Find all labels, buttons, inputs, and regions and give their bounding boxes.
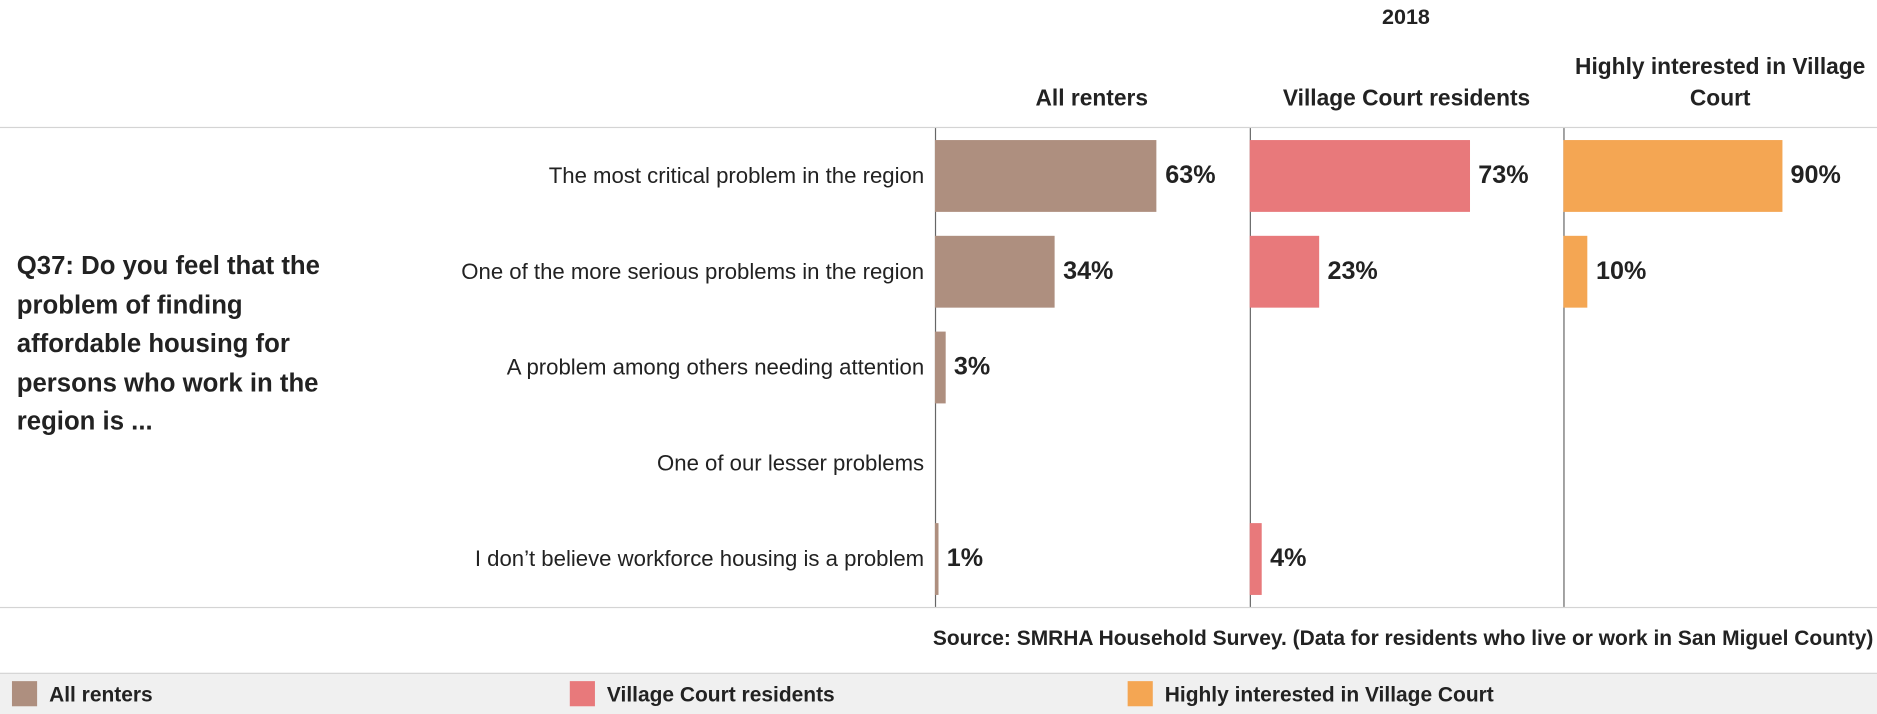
super-title: 2018 (1381, 4, 1430, 29)
bar (1563, 235, 1588, 308)
source: Source: SMRHA Household Survey. (Data fo… (932, 626, 1874, 651)
legend-swatch (11, 681, 38, 707)
bar (934, 523, 939, 595)
panel-header: All renters (1035, 86, 1148, 112)
top-rule (0, 126, 1877, 129)
value-label: 3% (953, 353, 991, 381)
value-label: 73% (1478, 161, 1529, 190)
question: Q37: Do you feel that the problem of fin… (16, 251, 320, 436)
bar (1249, 140, 1470, 212)
value-label: 34% (1063, 257, 1114, 285)
bar (934, 140, 1157, 212)
value-label: 10% (1596, 257, 1647, 285)
value-label: 63% (1165, 161, 1216, 190)
legend-label: Village Court residents (606, 682, 835, 707)
row-label: The most critical problem in the region (548, 162, 925, 188)
bar (934, 331, 946, 404)
bar (1249, 235, 1320, 308)
legend-swatch (569, 681, 595, 707)
panel-header: Highly interested in Village Court (1575, 55, 1866, 112)
row-label: One of our lesser problems (657, 450, 925, 476)
row-label: A problem among others needing attention (506, 354, 925, 380)
legend (0, 672, 1877, 714)
value-label: 90% (1790, 161, 1841, 190)
value-label: 4% (1270, 544, 1307, 573)
row-label: One of the more serious problems in the … (461, 258, 925, 284)
panel-divider (1249, 128, 1251, 607)
legend-label: All renters (49, 682, 153, 707)
row-label: I don’t believe workforce housing is a p… (474, 545, 925, 572)
bar (1563, 140, 1783, 212)
panel-divider (1563, 128, 1565, 607)
panel-header: Village Court residents (1282, 86, 1531, 112)
bar (1249, 523, 1262, 595)
bar (934, 235, 1055, 308)
legend-label: Highly interested in Village Court (1164, 682, 1494, 707)
legend-swatch (1127, 681, 1153, 707)
value-label: 1% (946, 544, 984, 573)
value-label: 23% (1327, 257, 1378, 285)
bottom-rule (0, 606, 1877, 609)
